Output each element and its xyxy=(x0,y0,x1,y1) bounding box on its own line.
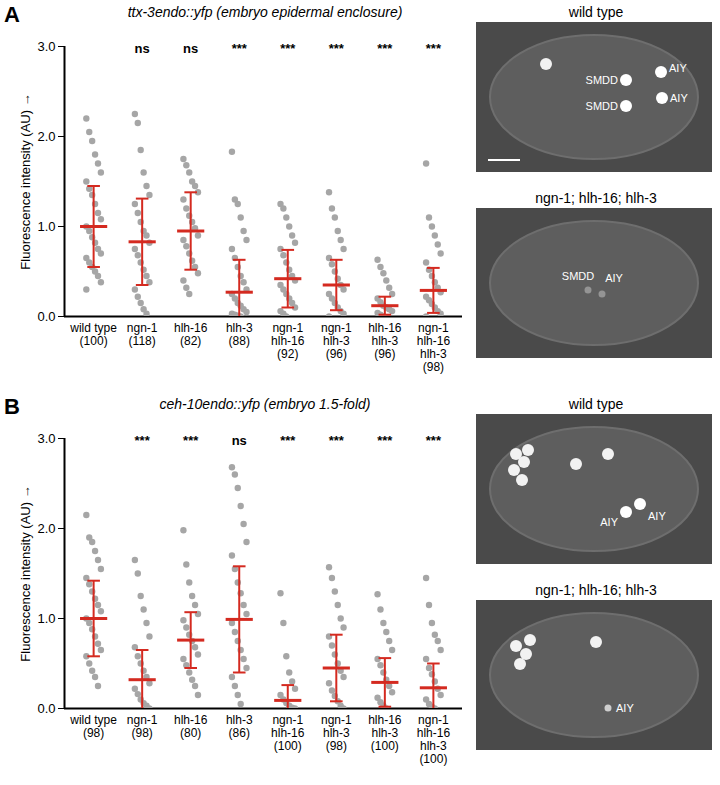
svg-text:AIY: AIY xyxy=(669,62,687,74)
svg-text:***: *** xyxy=(426,41,442,56)
svg-text:0.0: 0.0 xyxy=(37,701,55,716)
svg-text:***: *** xyxy=(232,41,248,56)
svg-text:hlh-16hlh-3(96): hlh-16hlh-3(96) xyxy=(368,321,402,361)
svg-text:hlh-16hlh-3(100): hlh-16hlh-3(100) xyxy=(368,713,402,753)
svg-text:hlh-3(86): hlh-3(86) xyxy=(226,713,253,740)
svg-text:2.0: 2.0 xyxy=(37,129,55,144)
svg-text:ngn-1hlh-16hlh-3(98): ngn-1hlh-16hlh-3(98) xyxy=(417,321,451,375)
svg-text:***: *** xyxy=(329,433,345,448)
svg-text:***: *** xyxy=(426,433,442,448)
svg-text:hlh-3(88): hlh-3(88) xyxy=(226,321,253,348)
svg-text:Fluorescence intensity (AU) →: Fluorescence intensity (AU) → xyxy=(18,93,33,269)
svg-text:AIY: AIY xyxy=(616,702,634,714)
svg-text:3.0: 3.0 xyxy=(37,431,55,446)
svg-text:Fluorescence intensity (AU) →: Fluorescence intensity (AU) → xyxy=(18,485,33,661)
html-text:B: B xyxy=(4,394,20,419)
svg-text:ngn-1hlh-3(96): ngn-1hlh-3(96) xyxy=(321,321,352,361)
svg-text:1.0: 1.0 xyxy=(37,611,55,626)
svg-text:SMDD: SMDD xyxy=(562,270,594,282)
svg-text:SMDD: SMDD xyxy=(586,74,618,86)
svg-text:ngn-1hlh-3(98): ngn-1hlh-3(98) xyxy=(321,713,352,753)
svg-text:***: *** xyxy=(183,433,199,448)
html-text:ngn-1; hlh-16; hlh-3: ngn-1; hlh-16; hlh-3 xyxy=(535,582,657,598)
svg-text:ngn-1hlh-16(100): ngn-1hlh-16(100) xyxy=(271,713,305,753)
html-text:ttx-3endo::yfp (embryo epiderm: ttx-3endo::yfp (embryo epidermal enclosu… xyxy=(127,4,403,20)
svg-text:ngn-1(98): ngn-1(98) xyxy=(127,713,158,740)
svg-text:AIY: AIY xyxy=(600,516,618,528)
svg-text:***: *** xyxy=(377,433,393,448)
svg-text:ns: ns xyxy=(135,41,150,56)
svg-text:hlh-16(80): hlh-16(80) xyxy=(174,713,208,740)
svg-text:ngn-1(118): ngn-1(118) xyxy=(127,321,158,348)
html-text:wild type: wild type xyxy=(568,4,624,20)
svg-text:AIY: AIY xyxy=(670,92,688,104)
svg-text:wild type(98): wild type(98) xyxy=(69,713,117,740)
html-text:ceh-10endo::yfp (embryo 1.5-fo: ceh-10endo::yfp (embryo 1.5-fold) xyxy=(159,396,371,412)
svg-text:wild type(100): wild type(100) xyxy=(69,321,117,348)
html-text:ngn-1; hlh-16; hlh-3: ngn-1; hlh-16; hlh-3 xyxy=(535,190,657,206)
svg-text:***: *** xyxy=(377,41,393,56)
svg-text:ns: ns xyxy=(232,433,247,448)
svg-text:AIY: AIY xyxy=(605,272,623,284)
svg-text:***: *** xyxy=(280,433,296,448)
svg-text:AIY: AIY xyxy=(648,510,666,522)
svg-text:hlh-16(82): hlh-16(82) xyxy=(174,321,208,348)
svg-text:SMDD: SMDD xyxy=(586,100,618,112)
html-text:wild type: wild type xyxy=(568,396,624,412)
svg-text:1.0: 1.0 xyxy=(37,219,55,234)
svg-text:0.0: 0.0 xyxy=(37,309,55,324)
svg-text:3.0: 3.0 xyxy=(37,39,55,54)
svg-text:ngn-1hlh-16hlh-3(100): ngn-1hlh-16hlh-3(100) xyxy=(417,713,451,767)
html-text:A: A xyxy=(4,2,20,27)
svg-text:***: *** xyxy=(280,41,296,56)
svg-text:ns: ns xyxy=(183,41,198,56)
svg-text:***: *** xyxy=(329,41,345,56)
svg-text:ngn-1hlh-16(92): ngn-1hlh-16(92) xyxy=(271,321,305,361)
svg-text:***: *** xyxy=(135,433,151,448)
svg-text:2.0: 2.0 xyxy=(37,521,55,536)
